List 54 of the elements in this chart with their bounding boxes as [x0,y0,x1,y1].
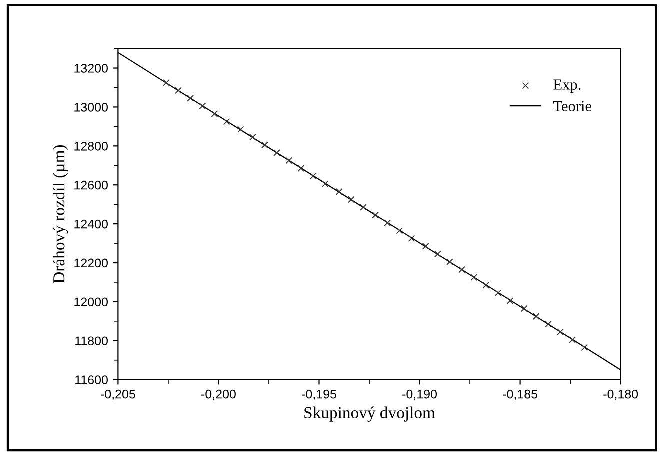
x-tick-label: -0,180 [604,390,638,400]
point [163,79,170,86]
point [569,336,576,344]
legend-label: Teorie [553,101,592,112]
point [408,235,416,242]
point [506,298,514,304]
point [322,180,329,188]
y-tick-label: 13000 [74,103,108,112]
point [470,274,478,282]
point [372,212,379,219]
point [187,95,194,102]
point [446,258,454,266]
x-tick-label: -0,200 [202,390,236,400]
x-axis-title: Skupinový dvojlom [304,406,436,422]
point [360,204,367,211]
point [310,172,317,180]
point [557,328,564,336]
point [175,87,182,94]
point [348,196,355,204]
point [434,250,442,258]
y-tick-label: 13200 [74,64,108,73]
point [223,118,230,126]
point [199,102,206,110]
point [211,110,218,118]
point [581,344,588,352]
point [384,220,392,227]
point [237,126,244,134]
y-tick-label: 12400 [74,220,108,229]
point [262,142,268,149]
x-tick-label: -0,190 [402,390,438,400]
point [545,320,552,328]
y-tick-label: 12000 [74,298,108,307]
point [396,227,404,234]
point [298,165,305,172]
x-tick-label: -0,205 [101,390,136,400]
point [458,266,466,274]
y-axis-title: Dráhový rozdíl (µm) [52,145,68,284]
y-tick-label: 12800 [74,142,108,151]
y-tick-label: 11800 [76,336,108,346]
point [274,150,280,156]
point [520,305,528,312]
y-tick-label: 12600 [74,180,108,190]
y-tick-label: 11600 [76,376,108,384]
point [532,313,540,320]
point [336,188,343,196]
y-tick-label: 12200 [74,258,108,268]
point [286,157,293,164]
point [482,282,490,289]
legend-label: Exp. [554,80,581,94]
point [494,290,502,297]
point [422,243,430,250]
point [249,134,256,141]
x-tick-label: -0,185 [503,390,538,400]
x-tick-label: -0,195 [302,390,336,400]
